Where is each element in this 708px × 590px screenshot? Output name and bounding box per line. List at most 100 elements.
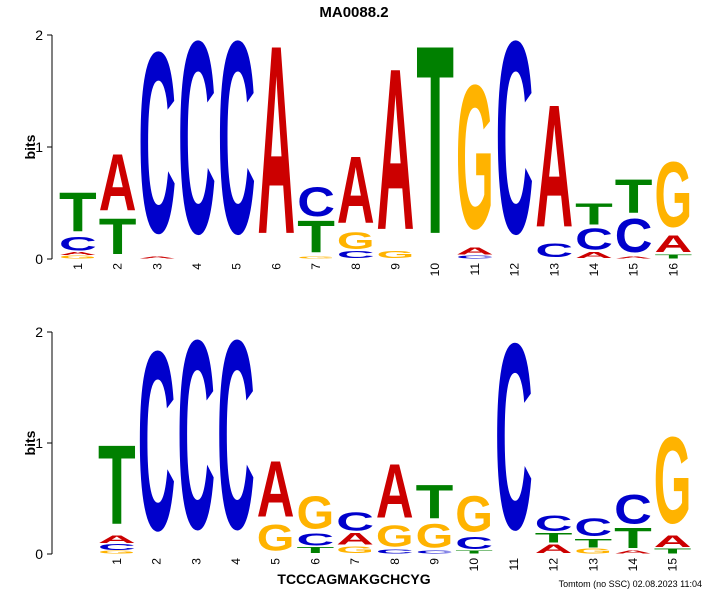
position-label: 15	[666, 558, 680, 572]
logo-letter-a: A	[138, 256, 176, 259]
logo-column-12: C	[496, 0, 534, 291]
logo-letter-a: A	[377, 22, 415, 279]
logo-column-9: GA	[377, 22, 415, 279]
logo-column-5: C	[218, 0, 256, 291]
logo-letter-t: T	[654, 547, 692, 555]
position-label: 4	[229, 558, 243, 565]
logo-column-7: GAC	[336, 507, 374, 555]
logo-letter-c: C	[455, 533, 493, 553]
logo-letter-a: A	[258, 0, 296, 291]
logo-letter-c: C	[535, 240, 573, 262]
logo-letter-c: C	[614, 486, 652, 533]
figure-title: MA0088.2	[319, 4, 388, 21]
logo-letter-c: C	[138, 0, 176, 287]
logo-letter-t: T	[416, 0, 454, 291]
logo-letter-a: A	[98, 533, 136, 545]
logo-letter-t: T	[455, 550, 493, 555]
logo-letter-a: A	[535, 542, 573, 556]
logo-column-10: TCG	[455, 485, 493, 554]
logo-letter-c: C	[336, 507, 374, 536]
logo-letter-c: C	[574, 514, 612, 542]
logo-letter-t: T	[99, 209, 137, 266]
position-label: 1	[71, 263, 85, 270]
logo-column-12: ATC	[535, 512, 573, 556]
logo-column-13: GTC	[574, 514, 612, 555]
y-tick-label: 2	[35, 324, 43, 340]
logo-column-4: C	[178, 0, 216, 291]
logo-letter-c: C	[297, 530, 335, 550]
position-label: 8	[349, 263, 363, 270]
position-label: 2	[111, 263, 125, 270]
position-label: 16	[666, 263, 680, 277]
logo-letter-t: T	[575, 198, 613, 232]
logo-letter-g: G	[376, 519, 414, 553]
position-label: 7	[348, 558, 362, 565]
position-label: 1	[110, 558, 124, 565]
logo-column-8: CGA	[337, 137, 375, 260]
consensus-sequence: TCCCAGMAKGCHCYG	[277, 571, 430, 587]
position-label: 11	[507, 558, 521, 571]
y-tick-label: 0	[35, 546, 43, 562]
position-label: 14	[626, 558, 640, 572]
logo-letter-c: C	[416, 550, 454, 555]
position-label: 10	[428, 263, 442, 277]
logo-letter-g: G	[655, 142, 693, 246]
logo-letter-g: G	[337, 228, 375, 254]
logo-letter-a: A	[336, 530, 374, 548]
logo-letter-c: C	[178, 0, 216, 291]
logo-letter-c: C	[177, 285, 215, 586]
logo-column-7: GTC	[297, 179, 335, 263]
position-label: 3	[150, 263, 164, 270]
position-label: 7	[309, 263, 323, 270]
logo-letter-a: A	[575, 251, 613, 260]
logo-letter-c: C	[297, 179, 335, 226]
logo-letter-a: A	[257, 445, 295, 534]
logo-column-14: ATC	[614, 486, 652, 555]
position-label: 12	[508, 263, 522, 277]
position-label: 8	[388, 558, 402, 565]
logo-letter-g: G	[98, 550, 136, 555]
logo-letter-g: G	[297, 487, 335, 539]
logo-letter-c: C	[376, 548, 414, 554]
logo-letter-g: G	[654, 411, 692, 549]
y-axis-label: bits	[22, 134, 38, 159]
logo-letter-c: C	[535, 512, 573, 536]
y-tick-label: 1	[35, 139, 43, 155]
logo-letter-c: C	[575, 222, 613, 256]
logo-letter-g: G	[257, 518, 295, 559]
position-label: 13	[547, 263, 561, 277]
logo-letter-c: C	[138, 299, 176, 584]
logo-letter-t: T	[535, 531, 573, 546]
logo-letter-c: C	[456, 255, 494, 260]
y-tick-label: 0	[35, 251, 43, 267]
logo-column-14: ACT	[575, 198, 613, 260]
logo-letter-c: C	[495, 288, 533, 585]
position-label: 5	[230, 263, 244, 270]
logo-letter-t: T	[614, 522, 652, 554]
logo-letter-a: A	[535, 69, 573, 264]
position-label: 2	[150, 558, 164, 565]
logo-column-11: C	[495, 288, 533, 585]
logo-letter-c: C	[217, 285, 255, 586]
position-label: 3	[189, 558, 203, 565]
logo-column-8: CGA	[376, 447, 414, 554]
footer-note: Tomtom (no SSC) 02.08.2023 11:04	[559, 579, 702, 589]
position-label: 14	[587, 263, 601, 277]
position-label: 12	[547, 558, 561, 572]
logo-letter-t: T	[297, 211, 335, 262]
logo-letter-a: A	[655, 231, 693, 258]
logo-letter-a: A	[99, 139, 137, 228]
logo-column-15: TAG	[654, 411, 692, 555]
logo-column-6: TCG	[297, 487, 335, 555]
logo-column-5: GA	[257, 445, 295, 559]
logo-letter-t: T	[297, 546, 335, 555]
logo-letter-a: A	[456, 246, 494, 257]
logo-letter-a: A	[376, 447, 414, 534]
position-label: 6	[269, 263, 283, 270]
position-label: 10	[467, 558, 481, 572]
